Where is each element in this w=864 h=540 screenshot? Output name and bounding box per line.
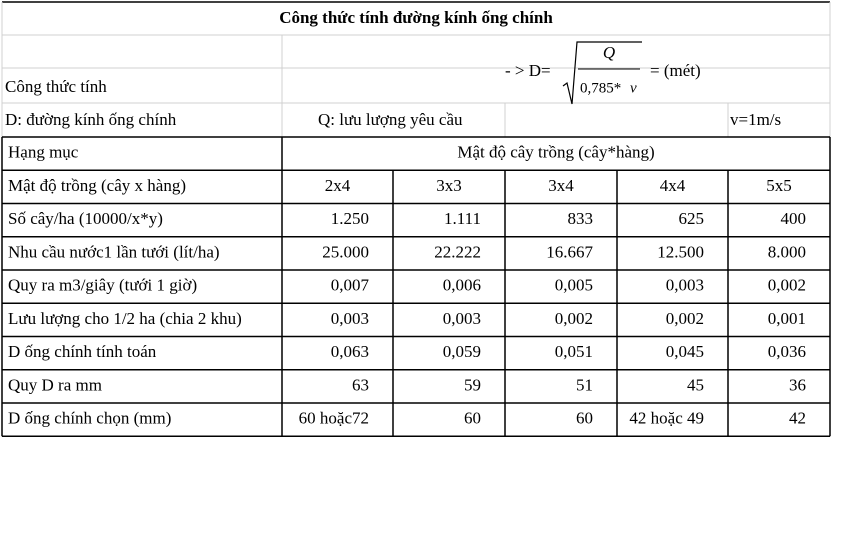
- cell: 1.111: [444, 209, 481, 228]
- row-label: D ống chính chọn (mm): [8, 409, 171, 428]
- cell: 5x5: [766, 176, 792, 195]
- definition: Q: lưu lượng yêu cầu: [318, 110, 463, 129]
- cell: 3x3: [436, 176, 462, 195]
- cell: 400: [781, 209, 807, 228]
- formula-prefix: - > D=: [505, 61, 551, 80]
- cell: 51: [576, 375, 593, 394]
- row-label: Số cây/ha (10000/x*y): [8, 209, 163, 228]
- gridlines: [1, 1, 831, 137]
- cell: 0,005: [555, 276, 593, 295]
- cell: 833: [568, 209, 594, 228]
- row-label: Nhu cầu nước1 lần tưới (lít/ha): [8, 242, 220, 261]
- cell: 0,002: [666, 309, 704, 328]
- cell: 0,051: [555, 342, 593, 361]
- cell: 3x4: [548, 176, 574, 195]
- title: Công thức tính đường kính ống chính: [279, 8, 553, 27]
- cell: 1.250: [331, 209, 369, 228]
- cell: 2x4: [325, 176, 351, 195]
- definition: D: đường kính ống chính: [5, 110, 177, 129]
- formula: - > D= Q 0,785* v = (mét): [505, 41, 701, 105]
- cell: 8.000: [768, 242, 806, 261]
- cell: 0,063: [331, 342, 369, 361]
- header-cell: Mật độ cây trồng (cây*hàng): [457, 143, 654, 162]
- definition: v=1m/s: [730, 110, 781, 129]
- cell: 36: [789, 375, 806, 394]
- cell: 625: [679, 209, 705, 228]
- row-label: Quy ra m3/giây (tưới 1 giờ): [8, 276, 197, 295]
- cell: 0,003: [666, 276, 704, 295]
- cell: 16.667: [546, 242, 593, 261]
- cell: 0,006: [443, 276, 481, 295]
- row-label: Quy D ra mm: [8, 375, 102, 394]
- cell: 0,003: [331, 309, 369, 328]
- cell: 4x4: [660, 176, 686, 195]
- cell: 0,003: [443, 309, 481, 328]
- cell: 45: [687, 375, 704, 394]
- variable: v: [630, 80, 637, 96]
- row-label: Mật độ trồng (cây x hàng): [8, 176, 186, 195]
- formula-suffix: = (mét): [650, 61, 701, 80]
- table: Hạng mục Mật độ cây trồng (cây*hàng) Mật đ…: [1, 136, 831, 437]
- sqrt-sign: [562, 41, 642, 105]
- cell: 60: [464, 409, 481, 428]
- cell: 0,007: [331, 276, 370, 295]
- formula-label: Công thức tính: [5, 77, 107, 96]
- cell: 0,036: [768, 342, 806, 361]
- cell: 60 hoặc72: [299, 409, 369, 428]
- row-label: Lưu lượng cho 1/2 ha (chia 2 khu): [8, 309, 242, 328]
- cell: 63: [352, 375, 369, 394]
- cell: 59: [464, 375, 481, 394]
- cell: 42: [789, 409, 806, 428]
- cell: 0,002: [555, 309, 593, 328]
- cell: 42 hoặc 49: [629, 409, 704, 428]
- row-label: D ống chính tính toán: [8, 342, 157, 361]
- cell: 25.000: [322, 242, 369, 261]
- header-cell: Hạng mục: [8, 143, 79, 162]
- cell: 60: [576, 409, 593, 428]
- cell: 22.222: [434, 242, 481, 261]
- denominator: 0,785*: [580, 80, 621, 96]
- cell: 0,001: [768, 309, 806, 328]
- numerator: Q: [603, 43, 615, 62]
- cell: 0,045: [666, 342, 704, 361]
- cell: 0,002: [768, 276, 806, 295]
- cell: 0,059: [443, 342, 481, 361]
- cell: 12.500: [657, 242, 704, 261]
